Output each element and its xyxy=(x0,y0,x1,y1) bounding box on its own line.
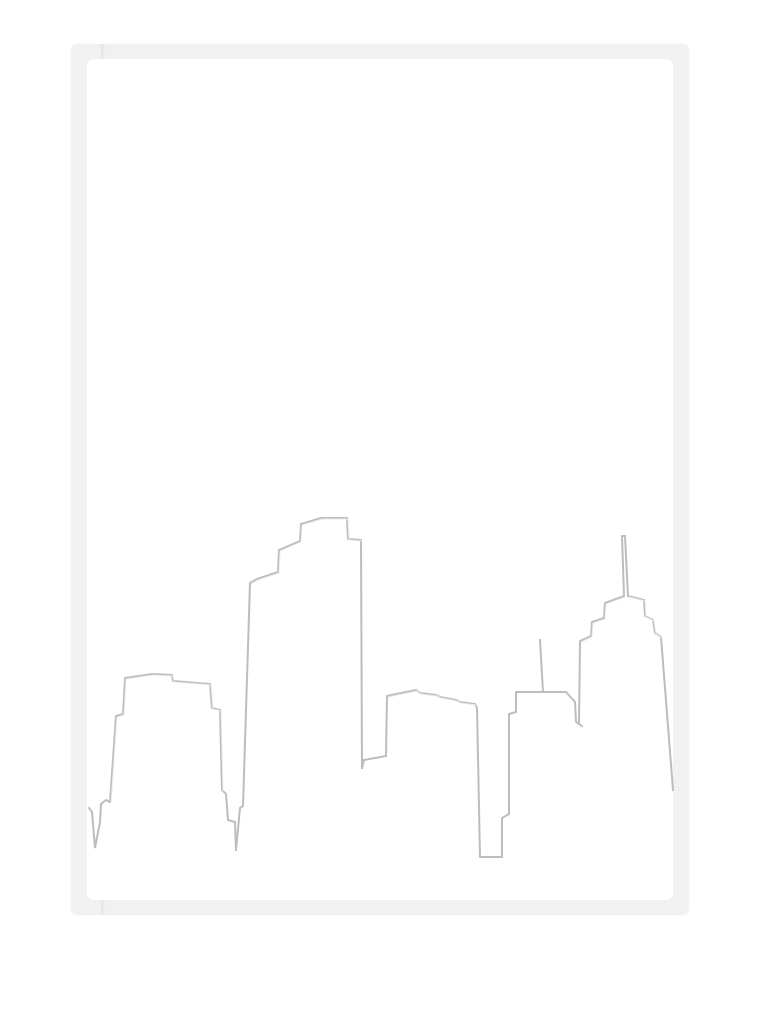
card-panel xyxy=(87,59,673,900)
